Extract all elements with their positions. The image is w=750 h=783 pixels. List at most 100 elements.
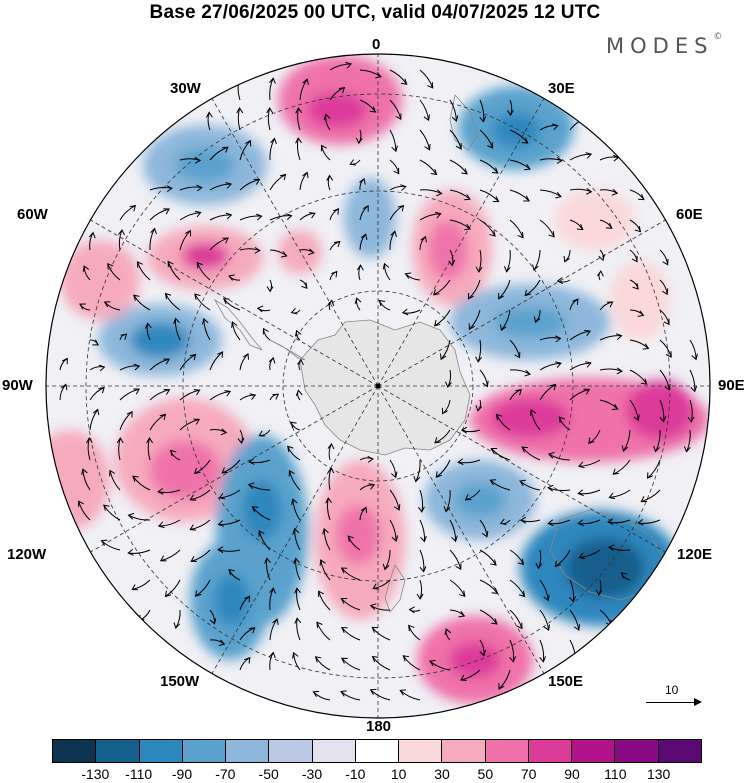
wind-vector — [460, 426, 481, 434]
wind-vector — [401, 308, 421, 316]
wind-vector — [290, 421, 301, 431]
wind-vector — [136, 261, 151, 281]
lon-label-30w: 30W — [170, 80, 201, 97]
wind-vector — [157, 487, 181, 495]
wind-vector — [89, 408, 100, 431]
wind-vector — [659, 279, 669, 296]
wind-vector — [479, 189, 500, 203]
wind-vector — [563, 249, 571, 263]
wind-vector — [209, 639, 226, 647]
wind-vector — [248, 458, 271, 465]
wind-vector — [292, 527, 301, 551]
wind-vector — [539, 639, 547, 663]
wind-vector — [269, 137, 277, 161]
wind-vector — [419, 519, 427, 543]
wind-vector — [239, 393, 257, 401]
wind-vector — [490, 447, 511, 461]
wind-vector — [103, 504, 121, 521]
wind-vector — [193, 459, 211, 475]
wind-vector — [389, 184, 407, 191]
wind-vector — [59, 357, 68, 371]
wind-vector — [577, 519, 601, 527]
wind-vector — [149, 185, 173, 193]
wind-vector — [629, 339, 650, 350]
wind-vector — [629, 369, 648, 385]
wind-vector — [419, 159, 438, 176]
wind-vector — [295, 389, 303, 401]
meridian-line — [211, 385, 379, 674]
wind-vector — [359, 99, 377, 113]
wind-vector — [629, 249, 638, 263]
wind-vector — [539, 383, 557, 401]
colorbar-swatch — [657, 740, 701, 762]
wind-vector — [539, 219, 555, 238]
wind-vector — [457, 458, 481, 466]
wind-vector — [217, 546, 241, 554]
wind-vector — [459, 669, 481, 681]
colorbar-swatch — [53, 740, 96, 762]
anomaly-blob — [46, 430, 110, 530]
anomaly-blob — [336, 505, 380, 565]
wind-vector — [173, 609, 181, 629]
wind-vector — [659, 369, 671, 391]
wind-vector — [532, 249, 541, 272]
wind-vector — [569, 152, 593, 161]
colorbar-tick-label: 50 — [477, 766, 494, 782]
wind-vector — [359, 483, 376, 491]
wind-vector — [389, 129, 398, 153]
wind-vector — [179, 156, 202, 164]
wind-vector — [429, 659, 451, 671]
meridian-line — [211, 98, 379, 387]
colorbar-tick-label: -10 — [345, 766, 366, 782]
wind-vector — [607, 544, 631, 552]
wind-vector — [144, 322, 152, 341]
wind-vector — [340, 597, 361, 611]
wind-vector — [59, 383, 68, 401]
wind-vector — [539, 157, 563, 164]
wind-vector — [629, 189, 645, 201]
wind-vector — [190, 549, 211, 562]
anomaly-blob — [494, 306, 566, 338]
wind-vector — [329, 208, 340, 221]
wind-vector — [519, 479, 541, 491]
wind-vector — [659, 399, 667, 423]
wind-vector — [290, 307, 301, 315]
wind-vector — [498, 279, 511, 300]
wind-vector — [269, 173, 287, 191]
wind-vector — [509, 129, 529, 144]
wind-vector — [107, 262, 121, 281]
wind-vector — [689, 339, 698, 361]
wind-vector — [547, 484, 571, 492]
wind-vector — [479, 549, 497, 566]
wind-vector — [509, 189, 530, 202]
wind-vector — [116, 437, 124, 461]
lon-label-120e: 120E — [677, 546, 713, 563]
lon-label-180: 180 — [366, 718, 392, 735]
wind-vector — [389, 519, 399, 543]
anomaly-blob — [449, 642, 501, 678]
wind-vector — [173, 317, 181, 341]
wind-vector — [509, 219, 524, 239]
wind-vector — [419, 189, 443, 197]
wind-vector — [653, 429, 661, 453]
wind-vector — [449, 129, 462, 150]
wind-vector — [569, 187, 593, 195]
wind-vector — [169, 449, 181, 461]
wind-vector — [131, 579, 151, 591]
anomaly-blob — [492, 112, 540, 148]
wind-vector — [475, 249, 483, 273]
wind-vector — [547, 452, 571, 461]
wind-vector — [569, 298, 579, 311]
wind-vector — [389, 99, 402, 121]
lat-lon-grid — [46, 54, 710, 718]
wind-vector — [239, 139, 252, 161]
wind-vector — [167, 260, 181, 281]
wind-vector — [85, 437, 93, 461]
wind-vector — [596, 270, 604, 281]
wind-vector — [325, 497, 333, 521]
wind-vector — [132, 475, 151, 491]
wind-vector — [297, 358, 304, 371]
wind-vector — [569, 329, 592, 341]
wind-vector — [599, 367, 623, 375]
